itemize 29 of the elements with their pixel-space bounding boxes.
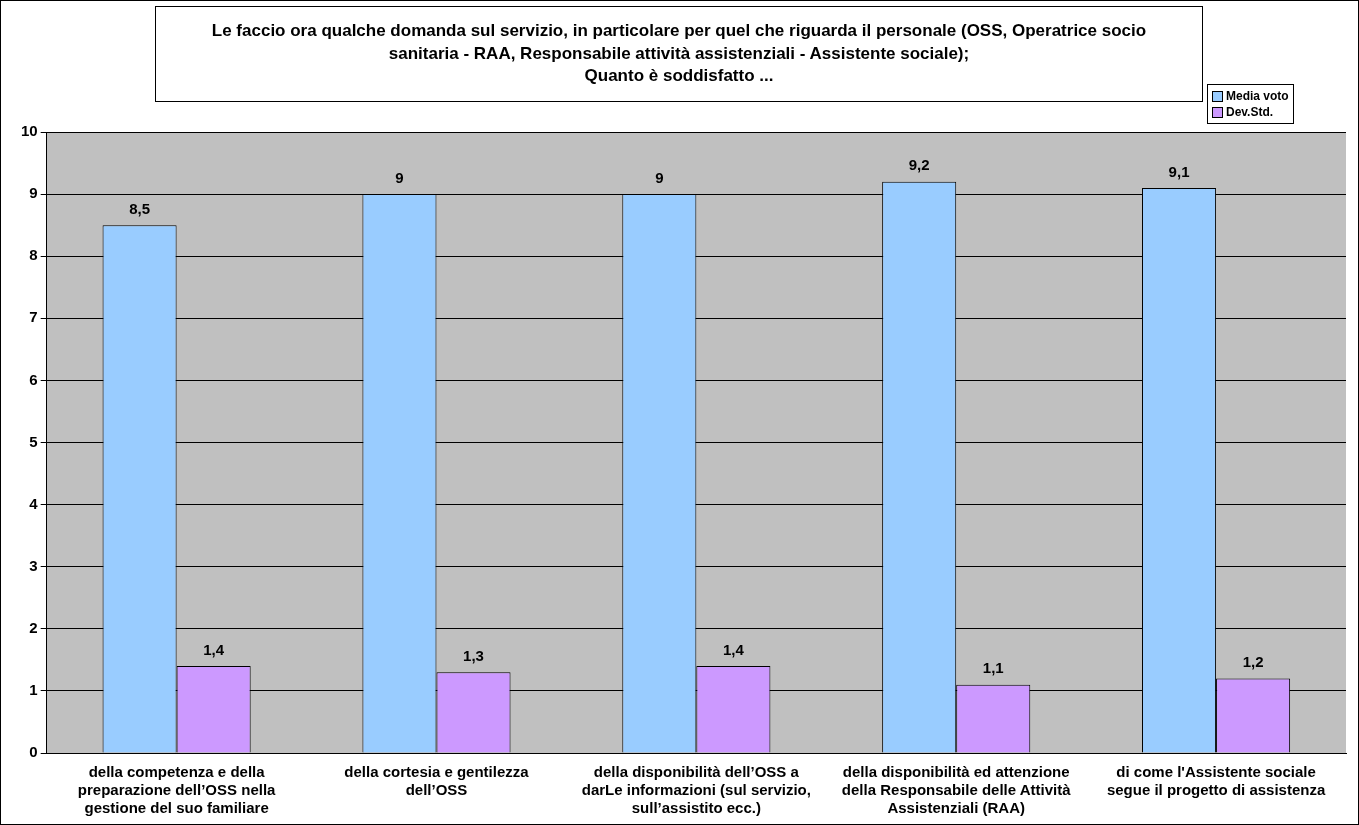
y-tick-label: 8: [29, 246, 38, 264]
data-label: 9,1: [1168, 162, 1190, 180]
data-label: 9: [395, 168, 404, 186]
y-tick-label: 9: [29, 184, 38, 202]
y-tick-label: 1: [29, 681, 38, 699]
data-label: 1,2: [1242, 653, 1264, 671]
y-tick-label: 6: [29, 370, 38, 388]
x-tick-label: della disponibilità ed attenzione della Responsabile delle Attività Assistenziali (RAA): [841, 763, 1072, 817]
legend-label: Dev.Std.: [1226, 105, 1274, 119]
legend-label: Media voto: [1226, 89, 1289, 103]
data-label: 9: [655, 168, 664, 186]
y-tick-label: 7: [29, 308, 38, 326]
data-label: 1,4: [722, 640, 745, 658]
x-tick-label: della competenza e della preparazione dell’OSS nella gestione del suo familiare: [77, 763, 277, 817]
data-label: 1,4: [203, 640, 225, 658]
y-tick-label: 4: [29, 494, 39, 512]
chart-title: Le faccio ora qualche domanda sul servizio, in particolare per quel che riguarda il personale (OSS, Operatrice socio sanitaria - RAA, Responsabile attività assistenziali - Assistente sociale); Quanto è soddisfatto ...: [155, 6, 1203, 102]
y-tick-label: 2: [29, 618, 38, 636]
data-label: 9,2: [908, 156, 930, 174]
x-tick-label: di come l'Assistente sociale segue il progetto di assistenza: [1106, 763, 1326, 799]
y-tick-label: 3: [29, 556, 38, 574]
y-tick-label: 10: [21, 122, 38, 140]
x-tick-label: della disponibilità dell’OSS a darLe informazioni (sul servizio, sull’assistito ecc.): [581, 763, 811, 817]
y-tick-label: 0: [29, 743, 38, 761]
y-tick-label: 5: [29, 432, 38, 450]
data-label: 1,3: [463, 646, 484, 664]
data-label: 8,5: [129, 199, 151, 217]
x-tick-label: della cortesia e gentilezza dell’OSS: [344, 763, 530, 799]
data-label: 1,1: [982, 659, 1004, 677]
